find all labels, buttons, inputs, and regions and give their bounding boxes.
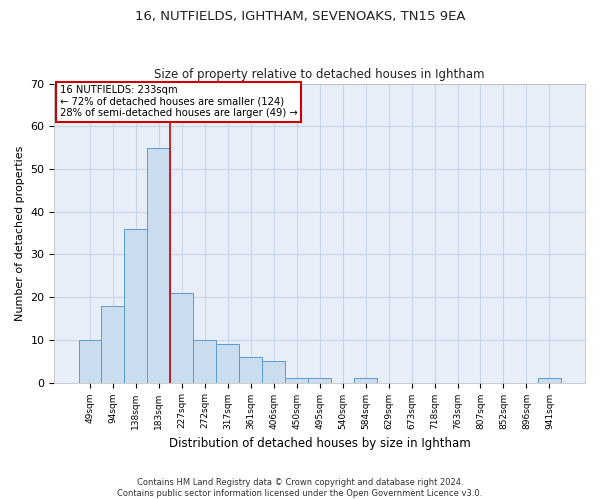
Bar	[124, 229, 148, 382]
Text: 16 NUTFIELDS: 233sqm
← 72% of detached houses are smaller (124)
28% of semi-deta: 16 NUTFIELDS: 233sqm ← 72% of detached h…	[60, 85, 298, 118]
Bar	[148, 148, 170, 382]
Bar	[308, 378, 331, 382]
Y-axis label: Number of detached properties: Number of detached properties	[15, 146, 25, 321]
Bar	[217, 344, 239, 383]
Text: Contains HM Land Registry data © Crown copyright and database right 2024.
Contai: Contains HM Land Registry data © Crown c…	[118, 478, 482, 498]
Bar	[101, 306, 124, 382]
Bar	[262, 361, 285, 382]
Bar	[170, 293, 193, 382]
Bar	[239, 357, 262, 382]
Bar	[354, 378, 377, 382]
Bar	[538, 378, 561, 382]
X-axis label: Distribution of detached houses by size in Ightham: Distribution of detached houses by size …	[169, 437, 470, 450]
Title: Size of property relative to detached houses in Ightham: Size of property relative to detached ho…	[154, 68, 485, 81]
Bar	[193, 340, 217, 382]
Bar	[79, 340, 101, 382]
Text: 16, NUTFIELDS, IGHTHAM, SEVENOAKS, TN15 9EA: 16, NUTFIELDS, IGHTHAM, SEVENOAKS, TN15 …	[135, 10, 465, 23]
Bar	[285, 378, 308, 382]
